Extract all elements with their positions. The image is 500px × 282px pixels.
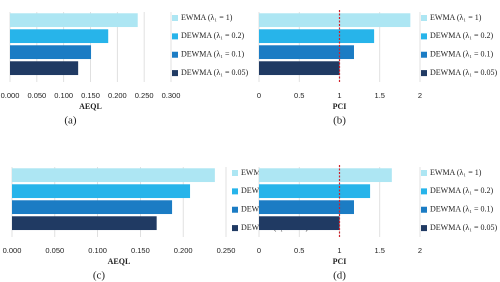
x-tick-label: 0.100 [54,91,73,100]
bar [259,200,354,215]
panel-caption: (b) [333,115,346,127]
x-tick-label: 0.150 [81,91,100,100]
x-tick-label: 0.000 [1,91,20,100]
bar [10,61,79,76]
legend-swatch [232,206,238,213]
bar [12,200,173,215]
x-tick-label: 0.250 [217,246,236,255]
legend-label: DEWMA (λ₁ = 0.05) [181,68,249,77]
legend-swatch [421,225,427,232]
legend-swatch [172,51,178,58]
x-tick-label: 0 [257,246,261,255]
legend-label: DEWMA (λ₁ = 0.05) [430,68,498,77]
x-axis-label: PCI [333,102,347,111]
bar [259,184,371,199]
legend-label: DEWMA (λ₁ = 0.2) [430,31,494,40]
bar [259,13,411,28]
legend-label: DEWMA (λ₁ = 0.1) [430,205,494,214]
legend-label: DEWMA (λ₁ = 0.05) [430,223,498,232]
legend-swatch [421,51,427,58]
bar [12,216,157,231]
legend-swatch [421,188,427,195]
legend-swatch [232,188,238,195]
legend-swatch [232,170,238,176]
bar [259,45,354,60]
legend-label: DEWMA (λ₁ = 0.1) [430,50,494,59]
panel-caption: (d) [333,270,346,282]
x-tick-label: 0 [257,91,261,100]
x-tick-label: 0.300 [162,91,181,100]
x-tick-label: 0.050 [45,246,64,255]
x-tick-label: 0.050 [27,91,46,100]
legend-swatch [421,206,427,213]
legend-label: DEWMA (λ₁ = 0.2) [181,31,245,40]
x-tick-label: 0.000 [3,246,22,255]
legend-swatch [421,170,427,176]
x-axis-label: PCI [333,257,347,266]
panel-caption: (a) [64,115,77,127]
legend-label: EWMA (λ₁ = 1) [430,168,482,177]
bar [259,216,340,231]
bar [10,45,92,60]
x-tick-label: 0.150 [131,246,150,255]
x-tick-label: 2 [418,91,422,100]
bar [10,13,138,28]
x-tick-label: 0.200 [108,91,127,100]
bar [10,29,109,44]
legend-swatch [172,33,178,40]
x-tick-label: 0.5 [294,91,304,100]
legend-swatch [421,15,427,21]
legend-label: EWMA (λ₁ = 1) [430,13,482,22]
legend-swatch [421,70,427,77]
x-tick-label: 0.100 [88,246,107,255]
x-tick-label: 0.250 [135,91,154,100]
x-axis-label: AEQL [108,257,131,266]
x-tick-label: 2 [418,246,422,255]
x-tick-label: 1.5 [375,91,385,100]
legend-swatch [232,225,238,232]
x-tick-label: 0.5 [294,246,304,255]
x-axis-label: AEQL [79,102,102,111]
legend-swatch [172,70,178,77]
x-tick-label: 1 [337,91,341,100]
bar [259,168,392,183]
legend-label: DEWMA (λ₁ = 0.2) [430,186,494,195]
legend-label: EWMA (λ₁ = 1) [181,13,233,22]
x-tick-label: 1 [337,246,341,255]
bar [12,168,215,183]
legend-swatch [172,15,178,21]
x-tick-label: 1.5 [375,246,385,255]
legend-label: DEWMA (λ₁ = 0.1) [181,50,245,59]
panel-caption: (c) [93,270,106,282]
x-tick-label: 0.200 [174,246,193,255]
bar [259,61,340,76]
legend-swatch [421,33,427,40]
bar [259,29,375,44]
bar [12,184,191,199]
